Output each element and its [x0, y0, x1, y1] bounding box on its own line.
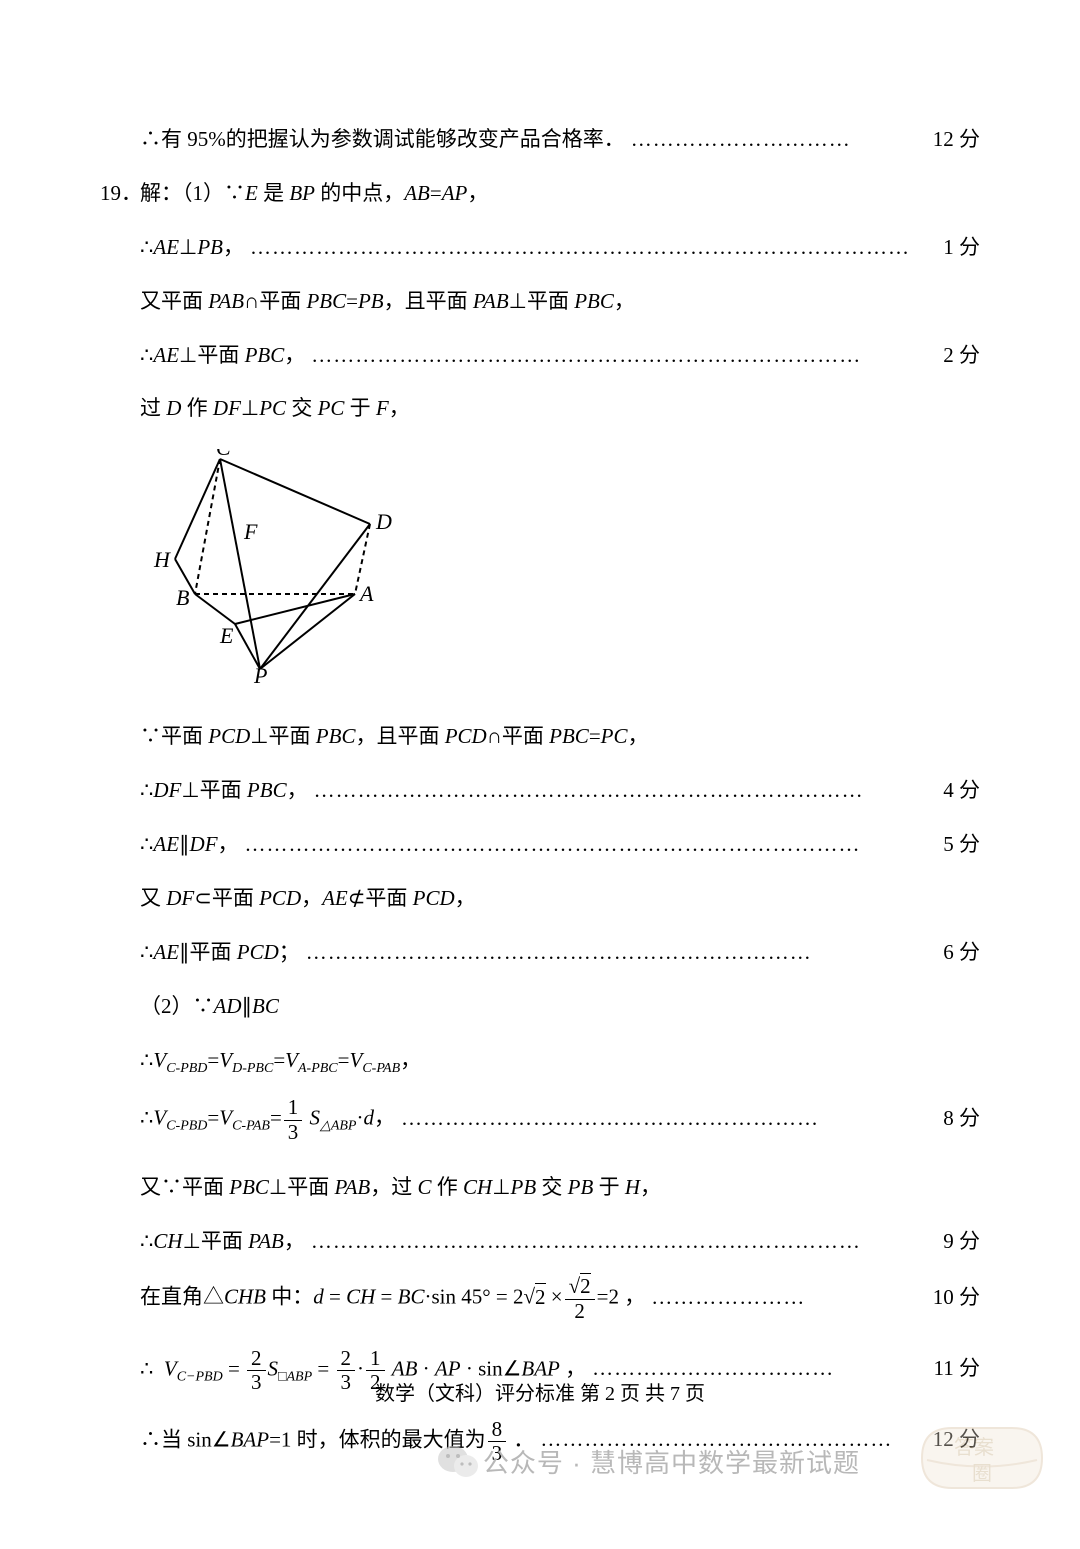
leader-dots: …………………: [645, 1278, 933, 1318]
text: 又平面 PAB∩平面 PBC=PB，且平面 PAB⊥平面 PBC，: [140, 282, 635, 322]
score: 5 分: [943, 825, 980, 865]
score: 6 分: [943, 933, 980, 973]
label-B: B: [176, 585, 189, 610]
score: 12 分: [933, 120, 980, 160]
text: ∴有 95%的把握认为参数调试能够改变产品合格率．: [140, 120, 625, 160]
proof-line: ∴DF⊥平面 PBC， ………………………………………………………………… 4 …: [100, 771, 980, 811]
proof-line: 又平面 PAB∩平面 PBC=PB，且平面 PAB⊥平面 PBC，: [100, 282, 980, 322]
label-H: H: [153, 547, 171, 572]
label-C: C: [216, 449, 231, 460]
proof-line: ∴VC-PBD=VC-PAB=13 S△ABP·d， ……………………………………: [100, 1096, 980, 1143]
leader-dots: …………………………: [625, 120, 933, 160]
label-A: A: [358, 581, 374, 606]
leader-dots: …………………………………………………………………: [305, 1222, 943, 1262]
proof-line: ∴AE∥平面 PCD； …………………………………………………………… 6 分: [100, 933, 980, 973]
label-D: D: [375, 509, 392, 534]
text: 过 D 作 DF⊥PC 交 PC 于 F，: [140, 389, 410, 429]
text: ∴AE∥平面 PCD；: [140, 933, 300, 973]
score: 10 分: [933, 1278, 980, 1318]
label-P: P: [253, 663, 267, 684]
proof-line: ∴AE⊥平面 PBC， ………………………………………………………………… 2 …: [100, 336, 980, 376]
geometry-diagram: C D H F B A E P: [140, 449, 400, 689]
watermark-container: 公众号 · 慧博高中数学最新试题 答案 圈: [0, 1426, 1080, 1506]
leader-dots: ……………………………………………………………: [300, 933, 943, 973]
question-number: 19．: [100, 174, 140, 214]
proof-line: 在直角△CHB 中：d = CH = BC·sin 45° = 2√2 ×√22…: [100, 1275, 980, 1322]
text: ∵平面 PCD⊥平面 PBC，且平面 PCD∩平面 PBC=PC，: [140, 717, 649, 757]
text: 又 DF⊂平面 PCD，AE⊄平面 PCD，: [140, 879, 476, 919]
watermark-text: 公众号 · 慧博高中数学最新试题: [483, 1443, 860, 1480]
svg-text:答案: 答案: [954, 1436, 994, 1459]
text: ∴AE⊥PB，: [140, 228, 244, 268]
text: ∴CH⊥平面 PAB，: [140, 1222, 305, 1262]
text: ∴VC-PBD=VD-PBC=VA-PBC=VC-PAB，: [140, 1041, 421, 1083]
score: 9 分: [943, 1222, 980, 1262]
proof-line: ∴AE⊥PB， ……………………………………………………………………………… 1…: [100, 228, 980, 268]
watermark-logo: 答案 圈: [912, 1418, 1052, 1498]
proof-line: ∴AE∥DF， ………………………………………………………………………… 5 分: [100, 825, 980, 865]
wechat-icon: [436, 1442, 480, 1480]
label-E: E: [219, 623, 234, 648]
score: 4 分: [943, 771, 980, 811]
page-content: ∴有 95%的把握认为参数调试能够改变产品合格率． ………………………… 12 …: [0, 0, 1080, 1549]
page-footer: 数学（文科）评分标准 第 2 页 共 7 页: [0, 1377, 1080, 1406]
proof-line: ∴VC-PBD=VD-PBC=VA-PBC=VC-PAB，: [100, 1041, 980, 1083]
svg-text:圈: 圈: [972, 1463, 992, 1485]
proof-line: 过 D 作 DF⊥PC 交 PC 于 F，: [100, 389, 980, 429]
text: 解：（1）∵E 是 BP 的中点，AB=AP，: [140, 174, 488, 214]
label-F: F: [243, 519, 258, 544]
leader-dots: …………………………………………………: [395, 1099, 943, 1139]
score: 2 分: [943, 336, 980, 376]
proof-line: ∵平面 PCD⊥平面 PBC，且平面 PCD∩平面 PBC=PC，: [100, 717, 980, 757]
text: ∴AE⊥平面 PBC，: [140, 336, 305, 376]
leader-dots: …………………………………………………………………: [305, 336, 943, 376]
text: 在直角△CHB 中：d = CH = BC·sin 45° = 2√2 ×√22…: [140, 1275, 645, 1322]
proof-line: 又 DF⊂平面 PCD，AE⊄平面 PCD，: [100, 879, 980, 919]
proof-line: （2）∵AD∥BC: [100, 987, 980, 1027]
text: ∴AE∥DF，: [140, 825, 239, 865]
q19-line1: 19． 解：（1）∵E 是 BP 的中点，AB=AP，: [100, 174, 980, 214]
text: （2）∵AD∥BC: [140, 987, 279, 1027]
score: 8 分: [943, 1099, 980, 1139]
proof-line: 又∵平面 PBC⊥平面 PAB，过 C 作 CH⊥PB 交 PB 于 H，: [100, 1168, 980, 1208]
proof-line: ∴CH⊥平面 PAB， ………………………………………………………………… 9 …: [100, 1222, 980, 1262]
leader-dots: ………………………………………………………………………………: [244, 228, 943, 268]
text: 又∵平面 PBC⊥平面 PAB，过 C 作 CH⊥PB 交 PB 于 H，: [140, 1168, 661, 1208]
text: ∴VC-PBD=VC-PAB=13 S△ABP·d，: [140, 1096, 395, 1143]
text: ∴DF⊥平面 PBC，: [140, 771, 308, 811]
leader-dots: …………………………………………………………………: [308, 771, 944, 811]
conclusion-line: ∴有 95%的把握认为参数调试能够改变产品合格率． ………………………… 12 …: [100, 120, 980, 160]
leader-dots: …………………………………………………………………………: [239, 825, 944, 865]
score: 1 分: [943, 228, 980, 268]
